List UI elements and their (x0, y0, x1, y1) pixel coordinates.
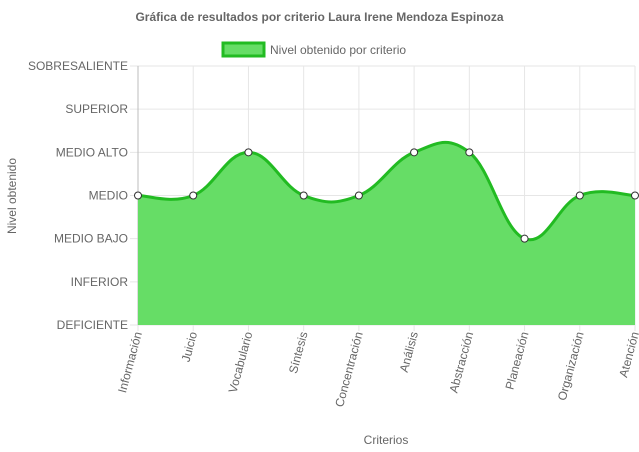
y-tick-label: SUPERIOR (65, 102, 128, 116)
data-point[interactable] (410, 148, 419, 157)
data-point[interactable] (244, 148, 253, 157)
data-point[interactable] (134, 191, 142, 200)
x-tick-label: Juicio (179, 330, 201, 364)
x-tick-label: Organización (555, 330, 587, 402)
data-point[interactable] (631, 191, 639, 200)
y-axis-title: Nivel obtenido (5, 158, 19, 234)
series-line (137, 140, 636, 242)
x-tick-label: Síntesis (286, 330, 311, 375)
y-tick-label: SOBRESALIENTE (28, 59, 128, 73)
data-point[interactable] (299, 191, 308, 200)
y-tick-label: MEDIO BAJO (54, 232, 128, 246)
y-tick-label: MEDIO (89, 189, 128, 203)
x-axis-title: Criterios (364, 433, 409, 447)
data-point[interactable] (354, 191, 363, 200)
x-tick-label: Información (115, 330, 145, 394)
data-point[interactable] (189, 191, 198, 200)
legend-swatch[interactable] (221, 41, 266, 58)
plot-area (137, 140, 636, 325)
x-tick-label: Vocabulario (226, 330, 256, 395)
x-tick-label: Concentración (332, 330, 366, 408)
data-point[interactable] (575, 191, 584, 200)
legend[interactable]: Nivel obtenido por criterio (221, 41, 406, 58)
x-axis-ticks: Información Juicio Vocabulario Síntesis Conc… (115, 330, 639, 409)
x-tick-label: Abstracción (446, 330, 476, 394)
x-tick-label: Atención (616, 330, 639, 379)
chart-title: Gráfica de resultados por criterio Laura… (135, 10, 503, 24)
series-area-fill (138, 142, 635, 325)
data-point[interactable] (465, 148, 474, 157)
x-tick-label: Planeación (503, 330, 532, 391)
data-point[interactable] (520, 234, 529, 243)
y-tick-label: INFERIOR (71, 275, 129, 289)
data-points (134, 148, 639, 243)
legend-label[interactable]: Nivel obtenido por criterio (270, 43, 406, 57)
x-tick-label: Análisis (397, 330, 421, 374)
y-axis-ticks: DEFICIENTE INFERIOR MEDIO BAJO MEDIO MEDIO A… (28, 59, 128, 332)
y-tick-label: MEDIO ALTO (56, 145, 128, 159)
y-tick-label: DEFICIENTE (57, 318, 128, 332)
